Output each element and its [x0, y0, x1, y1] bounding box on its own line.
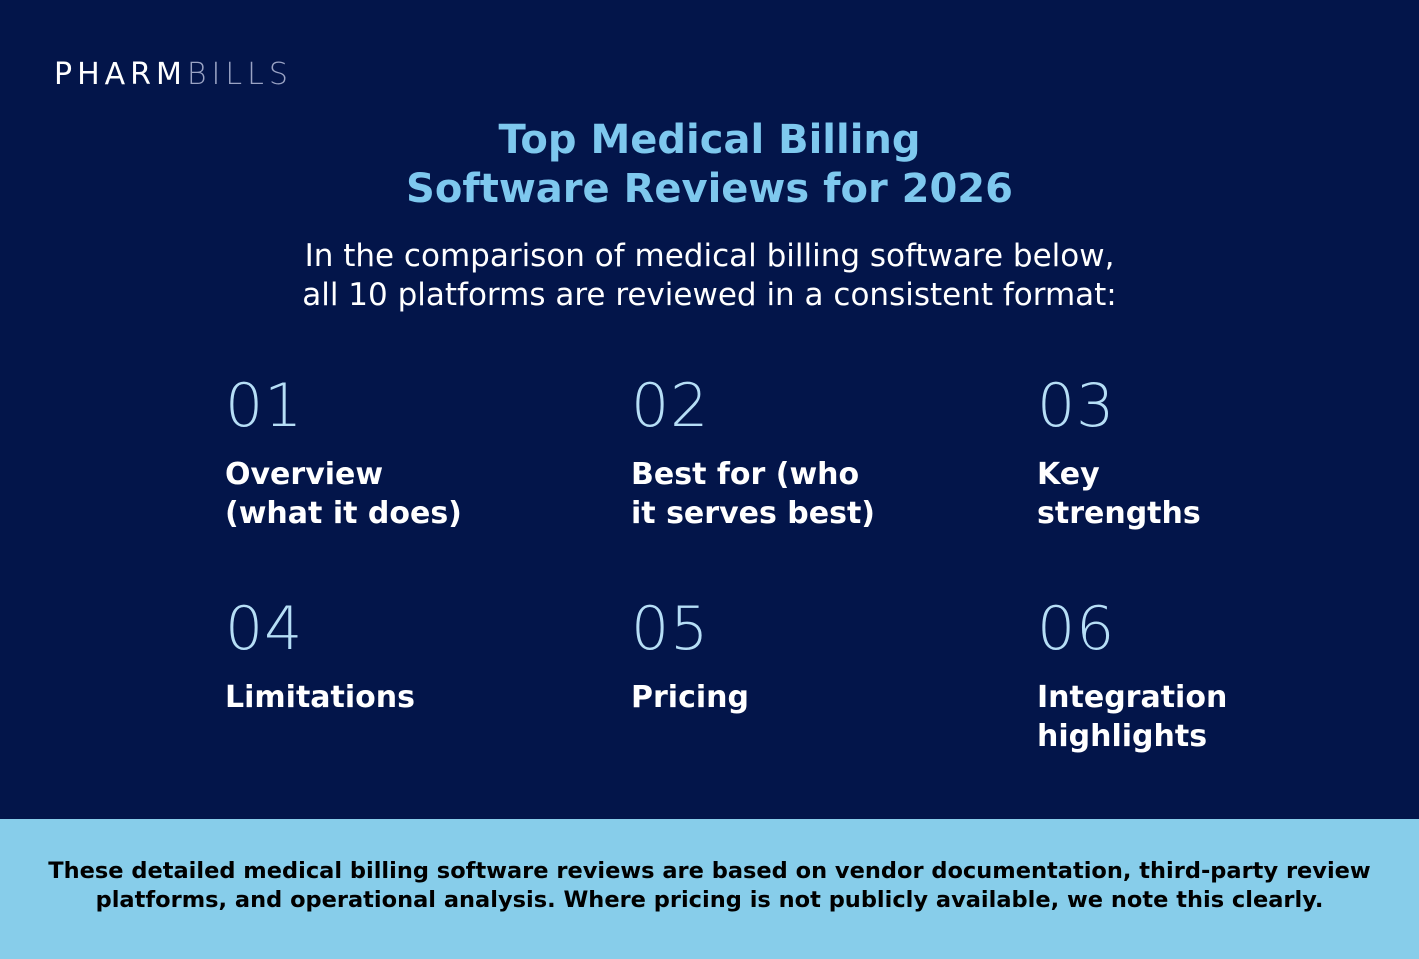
title-line-1: Top Medical Billing — [498, 117, 921, 163]
footer-line-2: platforms, and operational analysis. Whe… — [95, 887, 1324, 913]
item-label-line-1: Best for (who — [631, 457, 860, 492]
logo-pharm: PHARM — [54, 57, 187, 92]
item-label: Pricing — [631, 678, 991, 717]
subtitle-line-2: all 10 platforms are reviewed in a consi… — [302, 277, 1117, 313]
item-number: 06 — [1037, 594, 1116, 664]
footer-line-1: These detailed medical billing software … — [48, 858, 1371, 884]
item-label: Best for (who it serves best) — [631, 455, 991, 533]
review-item-best-for: 02 Best for (who it serves best) — [631, 375, 991, 533]
review-item-pricing: 05 Pricing — [631, 598, 991, 717]
pharmbills-logo: PHARMBILLS — [54, 58, 293, 92]
item-label-line-2: it serves best) — [631, 496, 875, 531]
item-number: 01 — [225, 371, 304, 441]
item-label: Limitations — [225, 678, 585, 717]
item-number: 03 — [1037, 371, 1116, 441]
page-title: Top Medical Billing Software Reviews for… — [0, 116, 1419, 214]
item-label-line-1: Overview — [225, 457, 384, 492]
footer-note-banner: These detailed medical billing software … — [0, 819, 1419, 959]
page-subtitle: In the comparison of medical billing sof… — [0, 237, 1419, 315]
item-label: Overview (what it does) — [225, 455, 585, 533]
review-item-limitations: 04 Limitations — [225, 598, 585, 717]
item-label-line-1: Pricing — [631, 680, 749, 715]
footer-note: These detailed medical billing software … — [0, 857, 1419, 915]
item-number: 05 — [631, 594, 710, 664]
item-label: Integration highlights — [1037, 678, 1397, 756]
item-label-line-2: highlights — [1037, 719, 1208, 754]
item-label-line-1: Integration — [1037, 680, 1228, 715]
item-label-line-1: Key — [1037, 457, 1100, 492]
title-line-2: Software Reviews for 2026 — [406, 166, 1013, 212]
logo-bills: BILLS — [186, 57, 293, 92]
item-number: 02 — [631, 371, 710, 441]
item-label-line-1: Limitations — [225, 680, 415, 715]
review-item-integration: 06 Integration highlights — [1037, 598, 1397, 756]
review-item-key-strengths: 03 Key strengths — [1037, 375, 1397, 533]
item-label: Key strengths — [1037, 455, 1397, 533]
item-number: 04 — [225, 594, 304, 664]
item-label-line-2: strengths — [1037, 496, 1201, 531]
subtitle-line-1: In the comparison of medical billing sof… — [304, 238, 1115, 274]
infographic-panel: PHARMBILLS Top Medical Billing Software … — [0, 57, 1419, 756]
review-item-overview: 01 Overview (what it does) — [225, 375, 585, 533]
item-label-line-2: (what it does) — [225, 496, 462, 531]
